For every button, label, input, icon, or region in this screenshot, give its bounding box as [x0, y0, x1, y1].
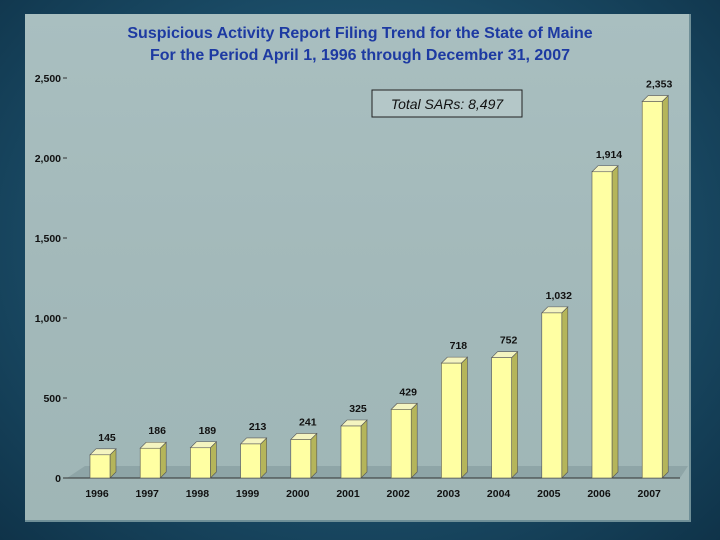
bar: [641, 94, 669, 479]
floor-plane: [67, 466, 688, 478]
bar-front: [240, 443, 261, 479]
bar: [89, 448, 117, 479]
x-tick-label: 1999: [236, 488, 260, 500]
bar: [239, 437, 268, 479]
x-tick-label: 2004: [487, 488, 511, 500]
bar-value-label: 1,032: [546, 290, 572, 302]
bar-value-label: 2,353: [646, 79, 672, 91]
bar-front: [441, 362, 462, 479]
bar-side: [511, 350, 518, 479]
bar-side: [310, 432, 318, 479]
bar-front: [491, 357, 512, 479]
bar-side: [410, 402, 418, 479]
y-tick-label: 2,000: [35, 153, 61, 165]
bar: [139, 441, 167, 479]
chart-floor: [67, 466, 688, 479]
bar-front: [541, 312, 563, 479]
bar-side: [561, 306, 569, 479]
bar: [490, 350, 519, 479]
bar: [390, 402, 418, 479]
bar-front: [641, 101, 663, 479]
bar-value-label: 429: [399, 386, 417, 398]
bar: [591, 165, 619, 479]
bar: [189, 441, 218, 479]
bar-value-label: 145: [98, 432, 116, 444]
bar-value-label: 718: [450, 340, 468, 352]
bar-front: [390, 409, 412, 479]
chart-subtitle: For the Period April 1, 1996 through Dec…: [150, 47, 570, 64]
bar-side: [260, 437, 267, 479]
bar-value-label: 325: [349, 403, 367, 415]
bar: [541, 306, 569, 479]
total-annotation: Total SARs: 8,497: [391, 96, 505, 112]
bar-value-label: 241: [299, 416, 317, 428]
bar-side: [360, 419, 368, 479]
x-tick-label: 2000: [286, 488, 310, 500]
bar-front: [190, 447, 211, 479]
bar-front: [290, 439, 312, 479]
value-labels: 145 186 189 213 241 325 429 718 752 1,032 1,914 2,3…: [98, 79, 672, 444]
x-tick-label: 2005: [537, 488, 561, 500]
bar-side: [611, 165, 619, 479]
bar-front: [591, 171, 613, 479]
y-tick-label: 1,000: [35, 313, 61, 325]
x-tick-label: 2007: [638, 488, 662, 500]
bar-side: [661, 94, 669, 479]
bar-value-label: 213: [249, 421, 267, 433]
bar: [340, 419, 368, 479]
x-tick-label: 2003: [437, 488, 461, 500]
bars-group: [89, 94, 669, 479]
bar-value-label: 189: [199, 425, 217, 437]
bar-front: [139, 447, 161, 479]
chart-title: Suspicious Activity Report Filing Trend …: [127, 25, 592, 42]
x-tick-label: 2006: [587, 488, 611, 500]
x-axis-labels: 1996 1997 1998 1999 2000 2001 2002 2003 2004 2005…: [85, 488, 661, 500]
bar-front: [89, 454, 111, 479]
x-tick-label: 1997: [136, 488, 160, 500]
total-annotation-box: [371, 89, 523, 118]
bar-value-label: 1,914: [596, 149, 622, 161]
y-axis: 0 500 1,000 1,500 2,000 2,500: [35, 73, 67, 485]
x-tick-label: 1996: [85, 488, 109, 500]
x-tick-label: 2002: [387, 488, 411, 500]
bar: [290, 432, 318, 479]
y-tick-label: 0: [55, 473, 61, 485]
x-tick-label: 2001: [336, 488, 360, 500]
y-tick-label: 1,500: [35, 233, 61, 245]
bar: [440, 356, 469, 479]
bar-value-label: 752: [500, 335, 518, 347]
bar-value-label: 186: [148, 425, 166, 437]
y-tick-label: 500: [43, 393, 61, 405]
x-tick-label: 1998: [186, 488, 210, 500]
bar-side: [461, 356, 468, 479]
y-tick-label: 2,500: [35, 73, 61, 85]
bar-front: [340, 425, 362, 479]
